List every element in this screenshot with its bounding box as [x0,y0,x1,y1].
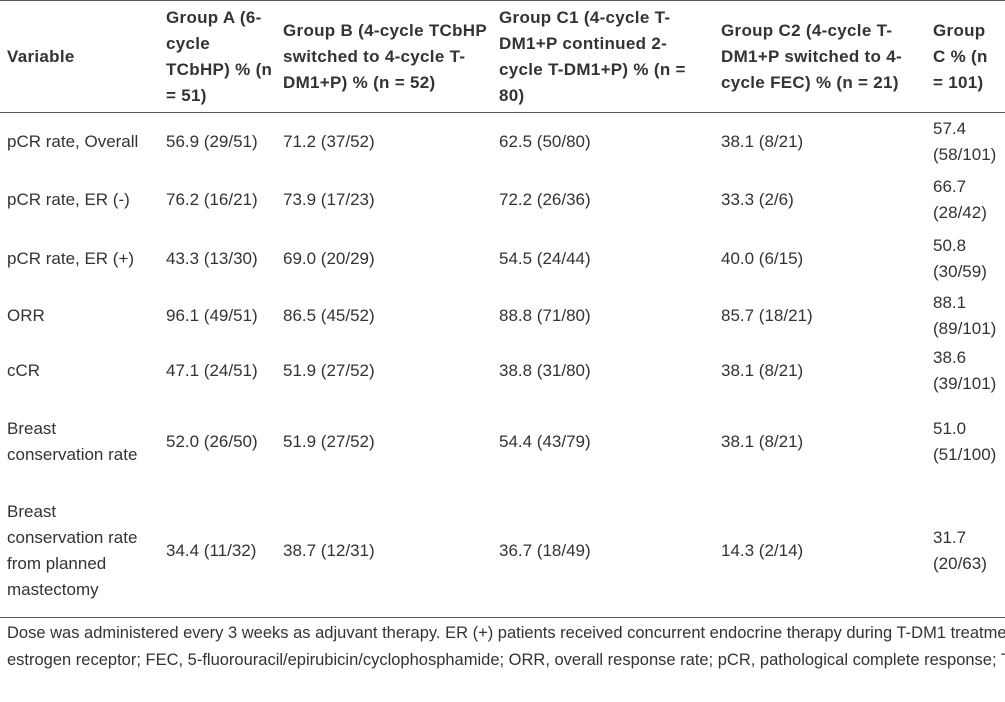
cell: 38.1 (8/21) [721,131,804,151]
table-row: ORR 96.1 (49/51) 86.5 (45/52) 88.8 (71/80) 8… [0,289,1005,343]
cell: 51.9 (27/52) [283,360,375,380]
cell: 86.5 (45/52) [283,305,375,325]
cell: 36.7 (18/49) [499,541,591,561]
cell: 47.1 (24/51) [166,360,258,380]
cell: 96.1 (49/51) [166,305,258,325]
table-header: Variable Group A (6-cycle TCbHP) % (n = 5… [0,0,1005,113]
cell: 38.8 (31/80) [499,360,591,380]
cell: 85.7 (18/21) [721,305,813,325]
cell: 66.7 (28/42) [933,176,987,222]
cell: 88.8 (71/80) [499,305,591,325]
row-label: Breast conservation rate [7,419,138,464]
cell: 38.7 (12/31) [283,541,375,561]
results-table: Variable Group A (6-cycle TCbHP) % (n = 5… [0,0,1005,618]
cell: 14.3 (2/14) [721,541,804,561]
row-label: Breast conservation rate from planned ma… [7,502,138,600]
column-header: Group C % (n = 101) [933,20,988,92]
row-label: pCR rate, ER (-) [7,189,130,209]
table-row: cCR 47.1 (24/51) 51.9 (27/52) 38.8 (31/80) 3… [0,343,1005,399]
cell: 33.3 (2/6) [721,189,794,209]
cell: 69.0 (20/29) [283,248,375,268]
cell: 34.4 (11/32) [166,541,257,561]
cell: 73.9 (17/23) [283,189,375,209]
cell: 57.4 (58/101) [933,118,997,164]
column-header: Group C1 (4-cycle T-DM1+P continued 2-cy… [499,7,686,105]
table-row: pCR rate, Overall 56.9 (29/51) 71.2 (37/52… [0,113,1005,171]
cell: 52.0 (26/50) [166,432,258,451]
table-row: pCR rate, ER (-) 76.2 (16/21) 73.9 (17/23)… [0,171,1005,229]
table-row: pCR rate, ER (+) 43.3 (13/30) 69.0 (20/29)… [0,229,1005,289]
table-body: pCR rate, Overall 56.9 (29/51) 71.2 (37/52… [0,113,1005,618]
cell: 38.6 (39/101) [933,347,997,393]
column-header: Variable [7,46,75,66]
footnote: Dose was administered every 3 weeks as a… [7,624,1005,669]
cell: 76.2 (16/21) [166,189,258,209]
header-row: Variable Group A (6-cycle TCbHP) % (n = 5… [0,0,1005,113]
cell: 54.5 (24/44) [499,248,591,268]
table-row: Breast conservation rate from planned ma… [0,486,1005,618]
column-header: Group C2 (4-cycle T-DM1+P switched to 4-… [721,20,902,92]
row-label: ORR [7,305,45,325]
cell: 31.7 (20/63) [933,528,987,574]
cell: 51.0 (51/100) [933,419,997,464]
cell: 43.3 (13/30) [166,248,258,268]
cell: 54.4 (43/79) [499,432,591,451]
cell: 50.8 (30/59) [933,235,987,281]
cell: 56.9 (29/51) [166,131,258,151]
row-label: pCR rate, Overall [7,131,139,151]
cell: 72.2 (26/36) [499,189,591,209]
cell: 71.2 (37/52) [283,131,375,151]
cell: 62.5 (50/80) [499,131,591,151]
column-header: Group B (4-cycle TCbHP switched to 4-cyc… [283,20,487,92]
column-header: Group A (6-cycle TCbHP) % (n = 51) [166,7,273,105]
cell: 88.1 (89/101) [933,292,997,338]
cell: 40.0 (6/15) [721,248,804,268]
cell: 51.9 (27/52) [283,432,375,451]
row-label: cCR [7,360,41,380]
row-label: pCR rate, ER (+) [7,248,135,268]
cell: 38.1 (8/21) [721,432,804,451]
table-row: Breast conservation rate 52.0 (26/50) 51.9… [0,399,1005,486]
cell: 38.1 (8/21) [721,360,804,380]
